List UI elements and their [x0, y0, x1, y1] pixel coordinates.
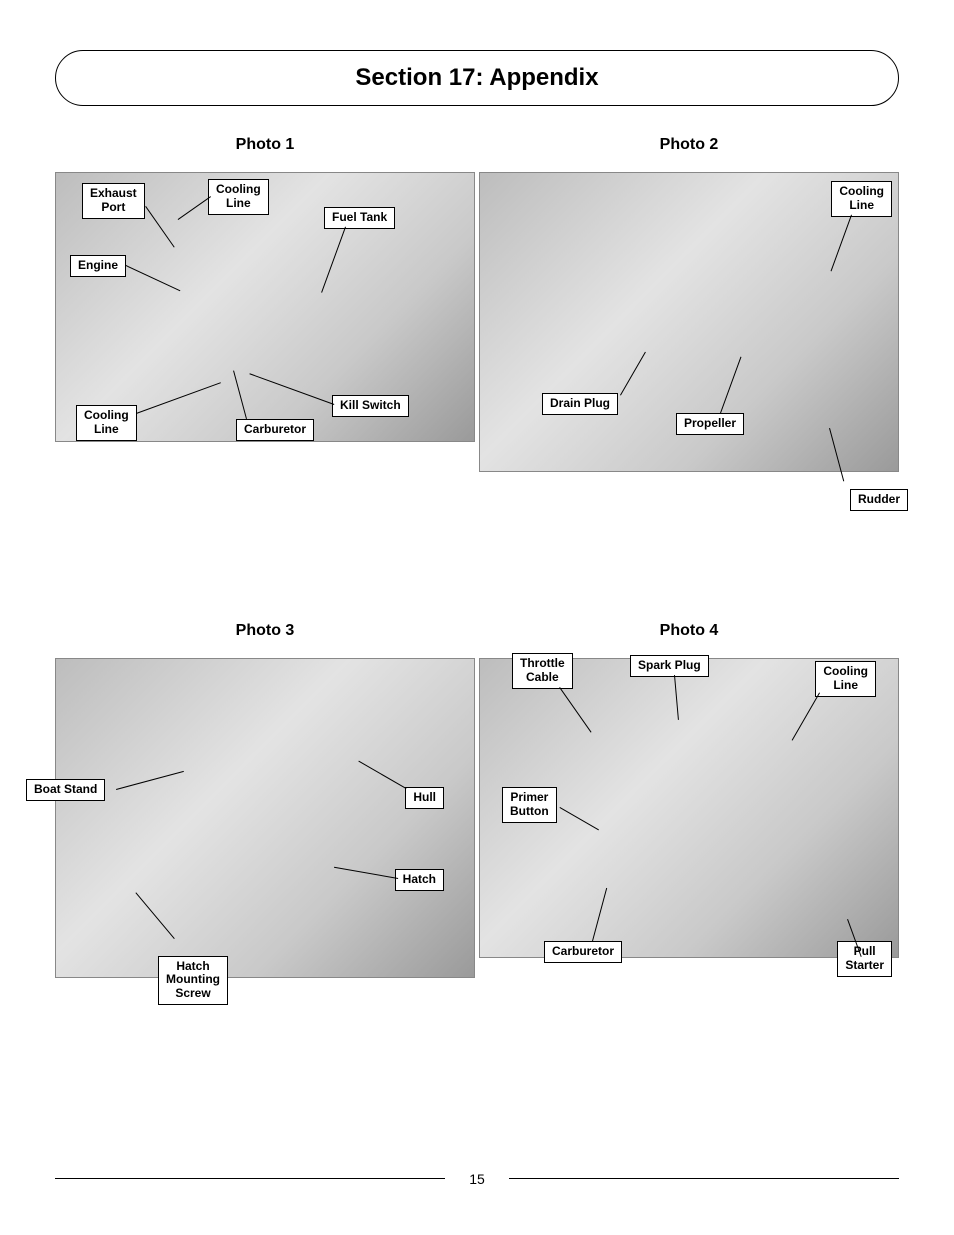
section-title: Section 17: Appendix [355, 64, 598, 92]
photo-4-col: Photo 4 ThrottleCable Spark Plug Cooling… [479, 622, 899, 978]
section-title-box: Section 17: Appendix [55, 50, 899, 106]
label-exhaust-port: ExhaustPort [82, 183, 145, 219]
lead-throttle-cable [559, 687, 592, 733]
label-carburetor-1: Carburetor [236, 419, 314, 441]
label-carburetor-4: Carburetor [544, 941, 622, 963]
photo-4-frame: ThrottleCable Spark Plug CoolingLine Pri… [479, 658, 899, 958]
photo-3-frame: Boat Stand Hull Hatch HatchMountingScrew [55, 658, 475, 978]
photo-2-col: Photo 2 CoolingLine Drain Plug Propeller… [479, 136, 899, 472]
lead-exhaust-port [145, 206, 175, 248]
lead-fuel-tank [321, 227, 346, 293]
label-rudder: Rudder [850, 489, 908, 511]
label-fuel-tank: Fuel Tank [324, 207, 395, 229]
photo-row-1: Photo 1 ExhaustPort CoolingLine Fuel Tan… [55, 136, 899, 472]
label-propeller: Propeller [676, 413, 744, 435]
lead-drain-plug [620, 352, 646, 396]
page: Section 17: Appendix Photo 1 ExhaustPort… [0, 0, 954, 1235]
label-drain-plug: Drain Plug [542, 393, 618, 415]
label-hatch-mounting-screw: HatchMountingScrew [158, 956, 228, 1005]
lead-boat-stand [116, 771, 184, 790]
label-cooling-line-4: CoolingLine [815, 661, 876, 697]
label-hatch: Hatch [395, 869, 444, 891]
photo-row-2: Photo 3 Boat Stand Hull Hatch HatchMount… [55, 622, 899, 978]
label-primer-button: PrimerButton [502, 787, 557, 823]
label-cooling-line-bottom: CoolingLine [76, 405, 137, 441]
photo-1-col: Photo 1 ExhaustPort CoolingLine Fuel Tan… [55, 136, 475, 472]
lead-propeller [720, 357, 742, 414]
lead-carburetor-4 [592, 888, 608, 941]
photo-2-frame: CoolingLine Drain Plug Propeller Rudder [479, 172, 899, 472]
label-cooling-line-top: CoolingLine [208, 179, 269, 215]
lead-hatch-mounting-screw [135, 892, 175, 939]
label-engine: Engine [70, 255, 126, 277]
label-pull-starter: PullStarter [837, 941, 892, 977]
photo-3-col: Photo 3 Boat Stand Hull Hatch HatchMount… [55, 622, 475, 978]
photo-1-title: Photo 1 [55, 136, 475, 154]
lead-spark-plug [674, 675, 679, 720]
lead-hatch [334, 866, 398, 879]
photo-2-title: Photo 2 [479, 136, 899, 154]
lead-cooling-line-bottom [136, 382, 221, 414]
photo-4-title: Photo 4 [479, 622, 899, 640]
lead-engine [125, 265, 180, 292]
label-boat-stand: Boat Stand [26, 779, 105, 801]
label-spark-plug: Spark Plug [630, 655, 709, 677]
lead-carburetor-1 [233, 370, 247, 419]
lead-primer-button [559, 807, 599, 831]
lead-cooling-line-top [177, 196, 211, 220]
label-hull: Hull [405, 787, 444, 809]
lead-hull [358, 760, 406, 789]
label-cooling-line-2: CoolingLine [831, 181, 892, 217]
label-kill-switch: Kill Switch [332, 395, 409, 417]
page-number: 15 [0, 1171, 954, 1187]
photo-1-frame: ExhaustPort CoolingLine Fuel Tank Engine… [55, 172, 475, 442]
lead-cooling-line-4 [791, 692, 820, 740]
lead-kill-switch [249, 373, 334, 405]
lead-cooling-line-2 [830, 215, 852, 272]
photo-3-title: Photo 3 [55, 622, 475, 640]
label-throttle-cable: ThrottleCable [512, 653, 573, 689]
lead-rudder [829, 428, 845, 481]
